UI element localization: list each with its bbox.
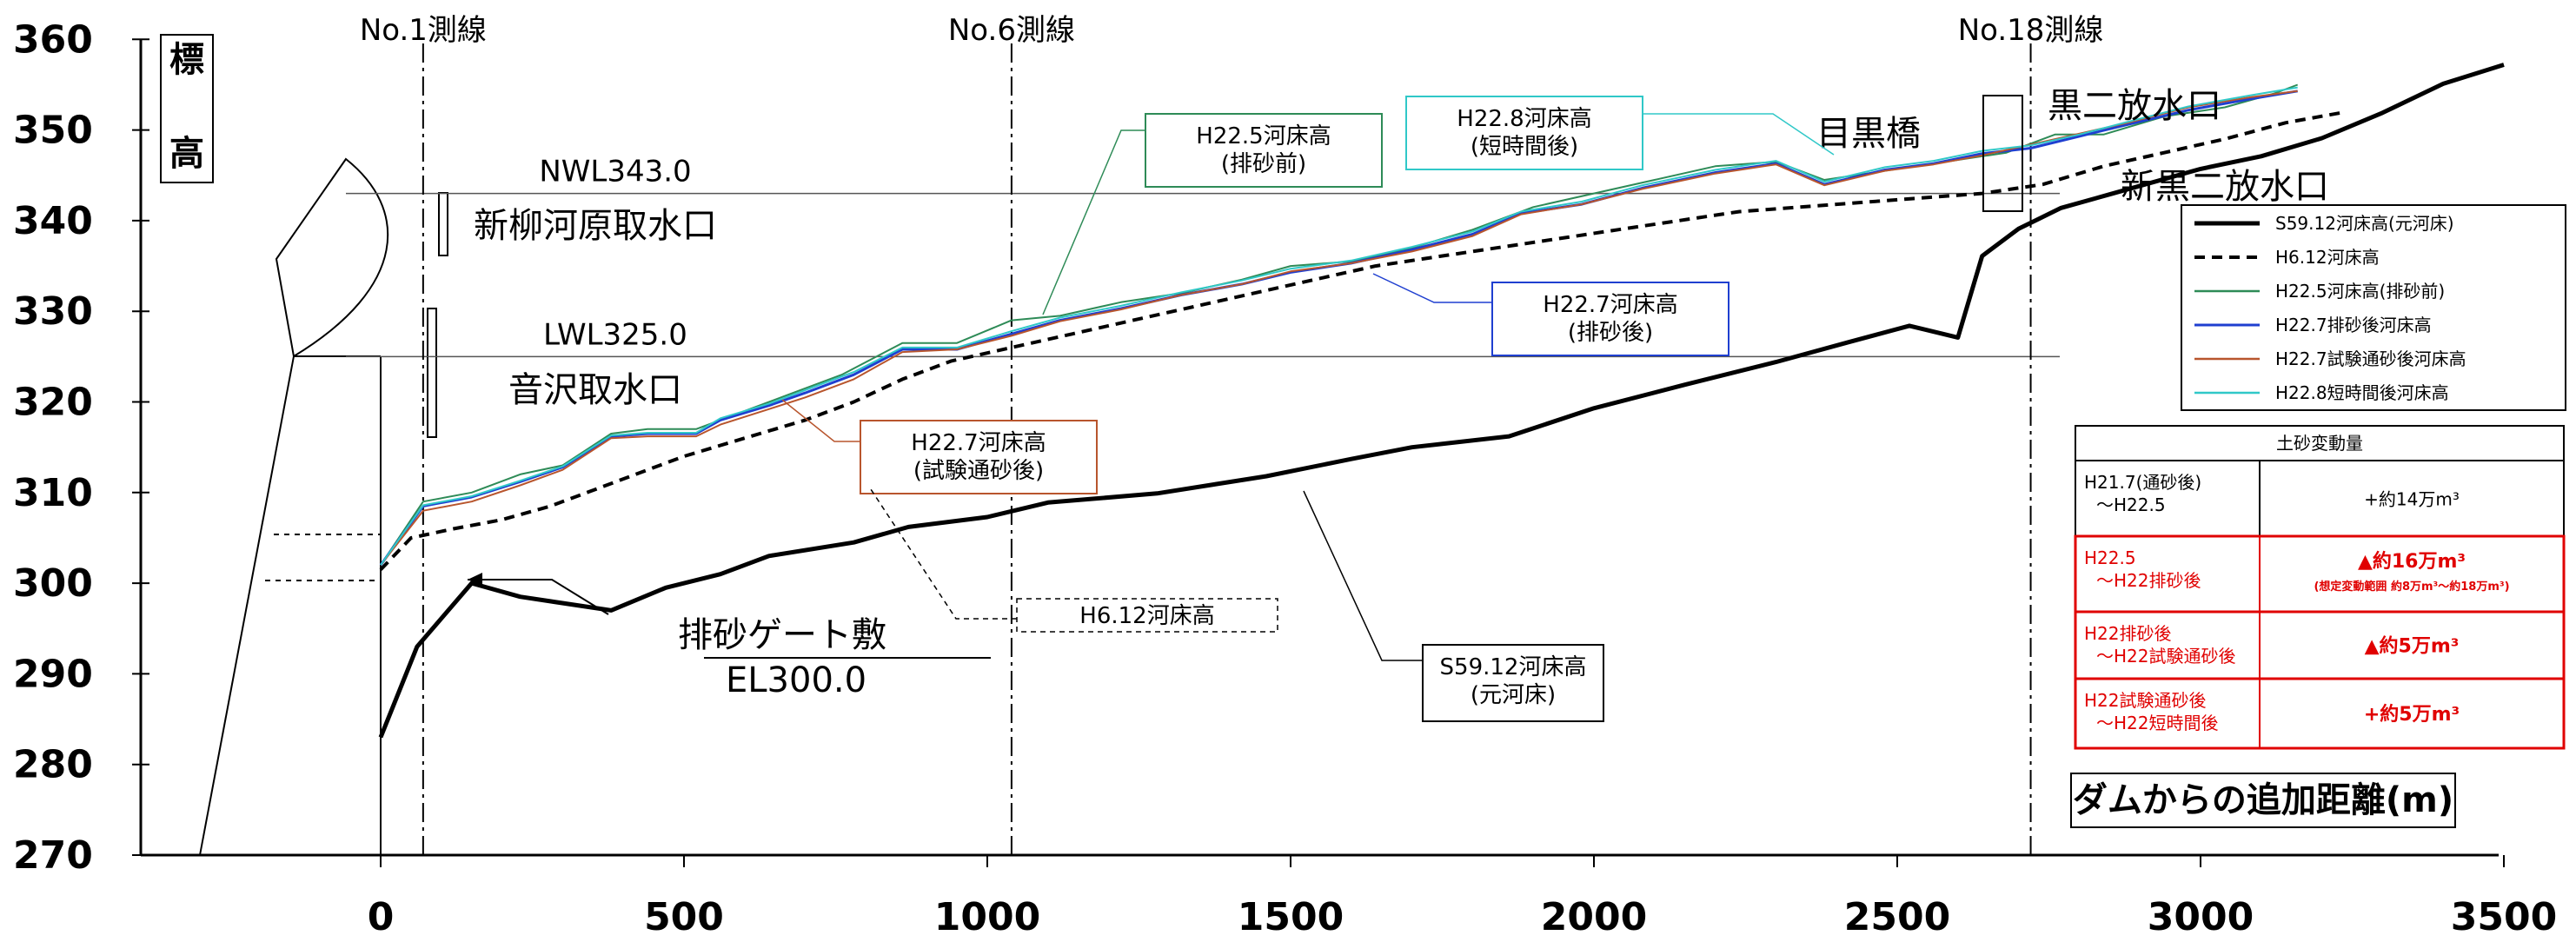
y-tick-label: 350 bbox=[13, 109, 93, 153]
sediment-table: 土砂変動量 H21.7(通砂後)〜H22.5 +約14万m³ H22.5〜H22排砂後… bbox=[2075, 426, 2564, 748]
callout-h227b-text: (試験通砂後) bbox=[913, 458, 1044, 484]
x-tick-label: 1000 bbox=[934, 895, 1040, 939]
outlet-label-2: 新黒二放水口 bbox=[2121, 167, 2329, 207]
callout-h225-text: (排砂前) bbox=[1221, 151, 1306, 177]
legend-label: H22.7試験通砂後河床高 bbox=[2275, 348, 2466, 369]
survey-line-label: No.1測線 bbox=[360, 13, 487, 48]
legend-box bbox=[2181, 205, 2566, 410]
legend-label: H22.8短時間後河床高 bbox=[2275, 382, 2449, 403]
x-tick-label: 3000 bbox=[2148, 895, 2254, 939]
table-amount-text: +約14万m³ bbox=[2364, 489, 2460, 510]
callout-h228-text: H22.8河床高 bbox=[1457, 106, 1591, 132]
legend-label: S59.12河床高(元河床) bbox=[2275, 213, 2454, 234]
callout-h6-leader bbox=[869, 487, 1017, 619]
table-period-text: H22試験通砂後 bbox=[2084, 690, 2207, 711]
x-axis-title: ダムからの追加距離(m) bbox=[2073, 780, 2453, 820]
y-tick-label: 340 bbox=[13, 199, 93, 243]
x-ticks: 0 500 1000 1500 2000 2500 3000 3500 bbox=[368, 855, 2558, 939]
callout-s59-leader bbox=[1304, 491, 1423, 660]
dam-structure bbox=[200, 159, 448, 855]
x-tick-label: 2000 bbox=[1541, 895, 1647, 939]
y-tick-label: 290 bbox=[13, 652, 93, 696]
callout-h225-leader bbox=[1043, 130, 1145, 315]
y-tick-label: 330 bbox=[13, 289, 93, 334]
callout-s59-text: (元河床) bbox=[1471, 682, 1556, 708]
table-note-text: (想定変動範囲 約8万m³〜約18万m³) bbox=[2314, 580, 2509, 594]
outlet-label-1: 黒二放水口 bbox=[2048, 86, 2221, 126]
table-period-text: 〜H22排砂後 bbox=[2096, 570, 2201, 591]
x-tick-label: 500 bbox=[644, 895, 724, 939]
table-period-text: 〜H22.5 bbox=[2096, 494, 2166, 515]
table-period-text: 〜H22短時間後 bbox=[2096, 713, 2219, 733]
x-tick-label: 0 bbox=[368, 895, 395, 939]
y-tick-label: 310 bbox=[13, 471, 93, 515]
callout-h225-text: H22.5河床高 bbox=[1196, 123, 1331, 149]
y-tick-label: 270 bbox=[13, 833, 93, 878]
callout-h227b-text: H22.7河床高 bbox=[911, 430, 1046, 456]
intake-label-1: 新柳河原取水口 bbox=[474, 206, 717, 246]
legend: S59.12河床高(元河床) H6.12河床高 H22.5河床高(排砂前) H22.7… bbox=[2181, 205, 2566, 410]
callout-h6-text: H6.12河床高 bbox=[1079, 603, 1214, 629]
y-ticks: 270 280 290 300 310 320 330 340 350 360 bbox=[13, 17, 149, 878]
callout-h227a-leader bbox=[1373, 274, 1492, 302]
legend-label: H22.7排砂後河床高 bbox=[2275, 315, 2432, 335]
callout-h227a-text: (排砂後) bbox=[1568, 320, 1653, 346]
callout-h228-leader bbox=[1643, 114, 1834, 155]
y-axis-title: 標 高 bbox=[161, 35, 213, 182]
y-axis-label-char-1: 標 bbox=[169, 40, 204, 80]
water-level-label: LWL325.0 bbox=[543, 317, 687, 352]
gate-arrow-line bbox=[468, 580, 608, 614]
water-level-label: NWL343.0 bbox=[539, 155, 691, 189]
gate-label: 排砂ゲート敷 bbox=[678, 615, 886, 655]
x-tick-label: 2500 bbox=[1844, 895, 1950, 939]
table-amount-text: +約5万m³ bbox=[2364, 703, 2460, 726]
callout-s59-text: S59.12河床高 bbox=[1440, 654, 1587, 680]
intake-label-2: 音沢取水口 bbox=[508, 370, 682, 410]
table-period-text: H21.7(通砂後) bbox=[2084, 472, 2201, 493]
bridge-label: 目黒橋 bbox=[1816, 114, 1921, 154]
y-tick-label: 280 bbox=[13, 743, 93, 787]
survey-line-label: No.18測線 bbox=[1958, 13, 2104, 48]
y-axis-label-char-2: 高 bbox=[169, 134, 204, 174]
gate-elevation-label: EL300.0 bbox=[726, 660, 866, 700]
x-tick-label: 3500 bbox=[2451, 895, 2557, 939]
table-period-text: H22.5 bbox=[2084, 547, 2136, 568]
y-tick-label: 300 bbox=[13, 561, 93, 606]
callout-h228-text: (短時間後) bbox=[1471, 134, 1578, 160]
callout-h227b-leader bbox=[782, 400, 860, 441]
callout-h227a-text: H22.7河床高 bbox=[1543, 292, 1677, 318]
y-tick-label: 320 bbox=[13, 381, 93, 425]
table-amount-text: ▲約16万m³ bbox=[2358, 550, 2466, 573]
y-tick-label: 360 bbox=[13, 17, 93, 62]
x-tick-label: 1500 bbox=[1238, 895, 1344, 939]
table-amount-text: ▲約5万m³ bbox=[2365, 635, 2460, 658]
survey-line-label: No.6測線 bbox=[948, 13, 1075, 48]
table-period-text: 〜H22試験通砂後 bbox=[2096, 646, 2236, 667]
legend-label: H6.12河床高 bbox=[2275, 247, 2380, 268]
legend-label: H22.5河床高(排砂前) bbox=[2275, 281, 2445, 302]
table-title: 土砂変動量 bbox=[2276, 433, 2363, 454]
table-period-text: H22排砂後 bbox=[2084, 623, 2172, 644]
